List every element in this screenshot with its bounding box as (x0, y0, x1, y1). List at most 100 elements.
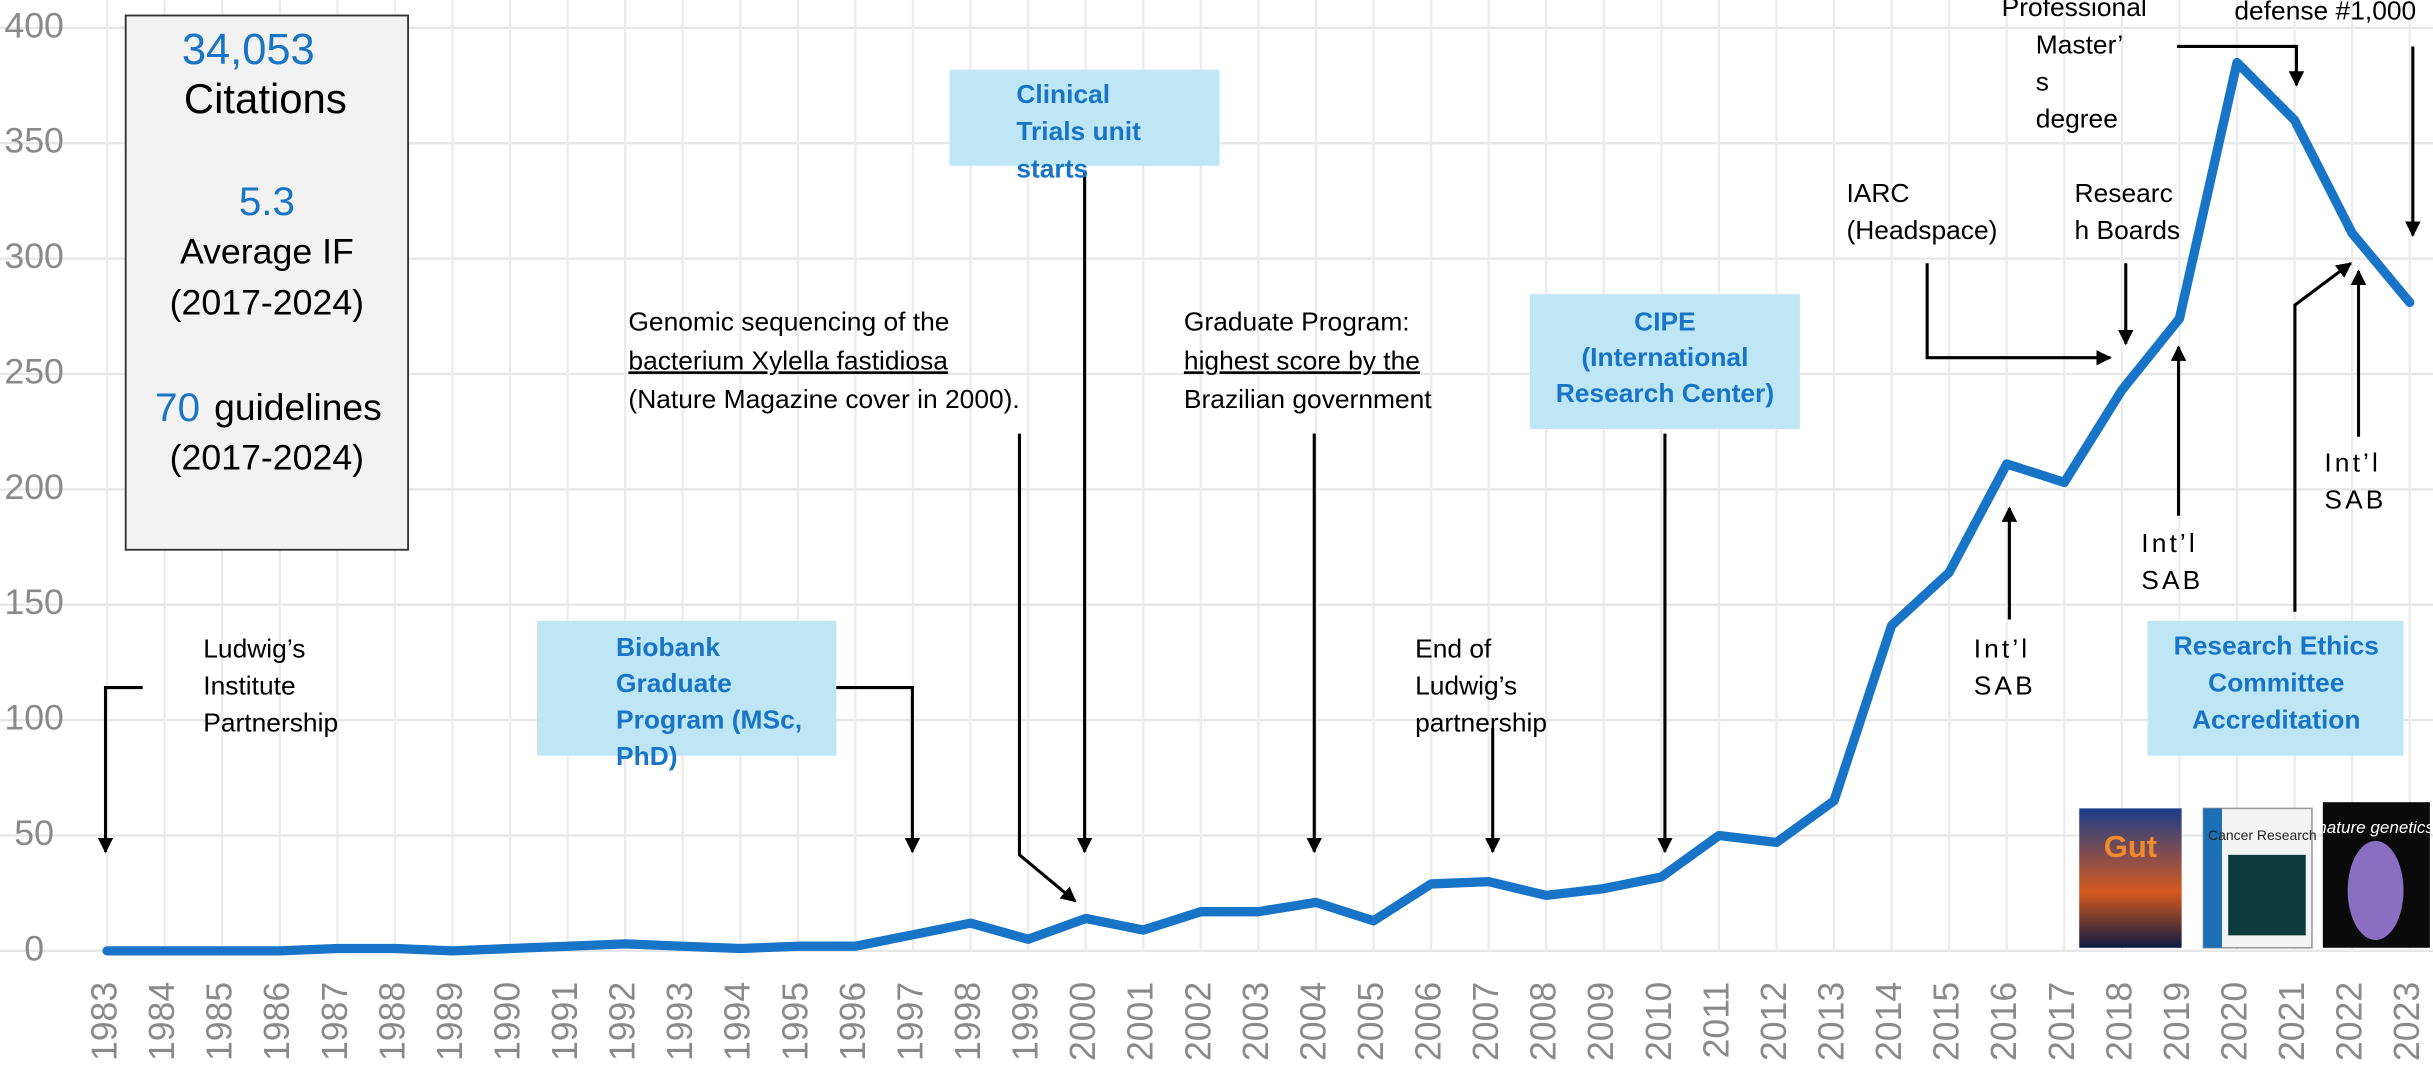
annotation-text: Professional (2002, 0, 2147, 22)
x-tick-label: 1999 (1006, 982, 1046, 1061)
guidelines-value: 70 (155, 385, 200, 430)
x-tick-label: 1996 (833, 982, 873, 1061)
x-tick-label: 1986 (257, 982, 297, 1061)
x-tick-label: 1997 (890, 982, 930, 1061)
annotation-text: Graduate Program: (1184, 307, 1410, 337)
x-tick-label: 2020 (2214, 982, 2254, 1061)
annotation-text: Clinical (1016, 79, 1110, 109)
x-tick-label: 2007 (1466, 982, 1506, 1061)
x-tick-label: 2015 (1927, 982, 1967, 1061)
annotation-text: Brazilian government (1184, 384, 1432, 414)
series-line (102, 57, 2415, 956)
x-tick-label: 2010 (1639, 982, 1679, 1061)
x-tick-label: 1988 (372, 982, 412, 1061)
x-tick-label: 2005 (1351, 982, 1391, 1061)
x-tick-label: 2006 (1408, 982, 1448, 1061)
x-tick-label: 2016 (1984, 982, 2024, 1061)
arrow (2293, 262, 2353, 612)
x-tick-label: 1991 (545, 982, 585, 1061)
x-tick-label: 2009 (1581, 982, 1621, 1061)
x-tick-label: 2002 (1178, 982, 1218, 1061)
annotation-text: Int’l (2141, 528, 2198, 558)
annotation-box (949, 69, 1220, 166)
x-tick-label: 2000 (1063, 982, 1103, 1061)
annotation-text: (Nature Magazine cover in 2000). (628, 384, 1019, 414)
y-tick-label: 300 (4, 236, 64, 276)
annotation-text: PhD) (616, 741, 678, 771)
arrow (1925, 263, 2112, 366)
x-tick-label: 1987 (315, 982, 355, 1061)
stats-box: 34,053 Citations 5.3 Average IF (2017-20… (124, 14, 410, 551)
y-tick-label: 250 (4, 351, 64, 391)
annotation-text: Genomic sequencing of the (628, 307, 949, 337)
annotation-text: Biobank (616, 632, 720, 662)
y-tick-label: 350 (4, 121, 64, 161)
annotation-text: SAB (2141, 565, 2203, 595)
annotation-text: Program (MSc, (616, 705, 802, 735)
y-tick-label: 400 (4, 5, 64, 45)
y-tick-label: 0 (24, 928, 44, 968)
cover-title: Gut (2104, 829, 2157, 864)
x-tick-label: 2011 (1696, 982, 1736, 1059)
x-tick-label: 2021 (2272, 982, 2312, 1061)
annotation-text: h Boards (2075, 215, 2181, 245)
x-tick-label: 1998 (948, 982, 988, 1061)
annotation-text: (Headspace) (1846, 215, 1997, 245)
guidelines-period: (2017-2024) (170, 437, 364, 477)
annotation-text: Institute (203, 671, 295, 701)
x-tick-label: 1992 (603, 982, 643, 1061)
arrow (2176, 44, 2305, 87)
x-tick-label: 2008 (1524, 982, 1564, 1061)
annotation-text: Master’ (2036, 29, 2123, 59)
x-tick-label: 2017 (2042, 982, 2082, 1061)
annotation-text: Committee (2208, 667, 2344, 697)
annotation-text: Partnership (203, 708, 338, 738)
plot: 0 50 100 150 200 250 300 350 400 1983 1984 1985 1986… (4, 5, 2427, 1061)
arrow (97, 686, 143, 854)
arrow (1017, 433, 1077, 903)
cover-image (2079, 808, 2182, 948)
x-tick-label: 1994 (718, 982, 758, 1061)
annotation-text: bacterium Xylella fastidiosa (628, 345, 948, 375)
x-tick-label: 2003 (1236, 982, 1276, 1061)
annotation-text: Accreditation (2192, 705, 2361, 735)
annotation-text: highest score by the (1184, 345, 1420, 375)
annotation-text: s (2036, 67, 2049, 97)
x-tick-label: 2013 (1811, 982, 1851, 1061)
annotations: Ludwig’s Institute Partnership Biobank Gradu… (203, 0, 2416, 771)
annotation-box (2147, 620, 2404, 756)
arrow (836, 686, 921, 854)
annotation-text: Int’l (1974, 633, 2031, 663)
annotation-text: (International (1581, 342, 1748, 372)
annotation-box (1529, 294, 1800, 429)
x-tick-label: 1985 (200, 982, 240, 1061)
x-tick-label: 2023 (2387, 982, 2427, 1061)
x-tick-label: 2018 (2099, 982, 2139, 1061)
annotation-text: defense #1,000 (2234, 0, 2416, 25)
x-tick-label: 2001 (1121, 982, 1161, 1061)
guidelines-label: guidelines (214, 386, 382, 428)
x-tick-label: 2019 (2157, 982, 2197, 1061)
cover-art (2228, 854, 2306, 936)
if-period: (2017-2024) (170, 283, 364, 323)
annotation-text: Int’l (2324, 448, 2381, 478)
x-tick-label: 2014 (1869, 982, 1909, 1061)
x-tick-label: 2012 (1754, 982, 1794, 1061)
annotation-text: SAB (1974, 671, 2036, 701)
y-tick-label: 100 (4, 698, 64, 738)
cover-title: nature genetics (2317, 818, 2433, 837)
x-tick-label: 2022 (2330, 982, 2370, 1061)
y-tick-label: 50 (14, 813, 54, 853)
x-tick-label: 1989 (430, 982, 470, 1061)
x-tick-label: 1983 (84, 982, 124, 1061)
annotation-text: Research Center) (1556, 378, 1774, 408)
cover-art (2347, 840, 2404, 941)
annotation-text: Ludwig’s (1415, 671, 1517, 701)
if-label: Average IF (180, 231, 354, 271)
cover-stripe (2203, 808, 2222, 948)
annotation-text: End of (1415, 633, 1492, 663)
annotation-text: starts (1016, 153, 1088, 183)
x-tick-label: 1993 (660, 982, 700, 1061)
annotation-text: IARC (1846, 178, 1909, 208)
annotation-text: Researc (2075, 178, 2173, 208)
